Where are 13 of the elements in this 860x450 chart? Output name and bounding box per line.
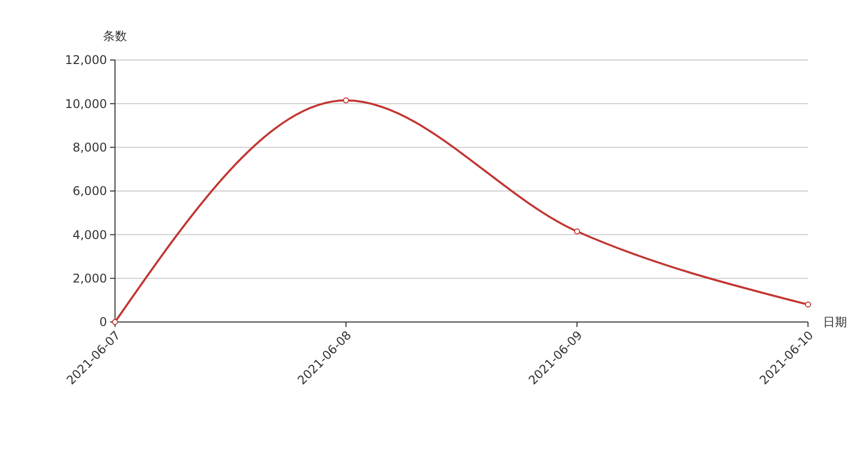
y-tick-label: 8,000 bbox=[72, 140, 107, 155]
y-tick-label: 10,000 bbox=[65, 96, 107, 111]
point bbox=[112, 319, 118, 325]
point bbox=[574, 228, 580, 234]
y-tick-label: 4,000 bbox=[72, 228, 107, 242]
y-axis-title: 条数 bbox=[103, 29, 127, 43]
y-tick-label: 6,000 bbox=[72, 184, 107, 198]
y-tick-label: 2,000 bbox=[72, 272, 107, 286]
point bbox=[343, 97, 349, 104]
x-axis-title: 日期 bbox=[823, 315, 847, 330]
y-tick-label: 12,000 bbox=[65, 53, 107, 68]
y-tick-label: 0 bbox=[99, 315, 107, 330]
point bbox=[805, 302, 811, 308]
